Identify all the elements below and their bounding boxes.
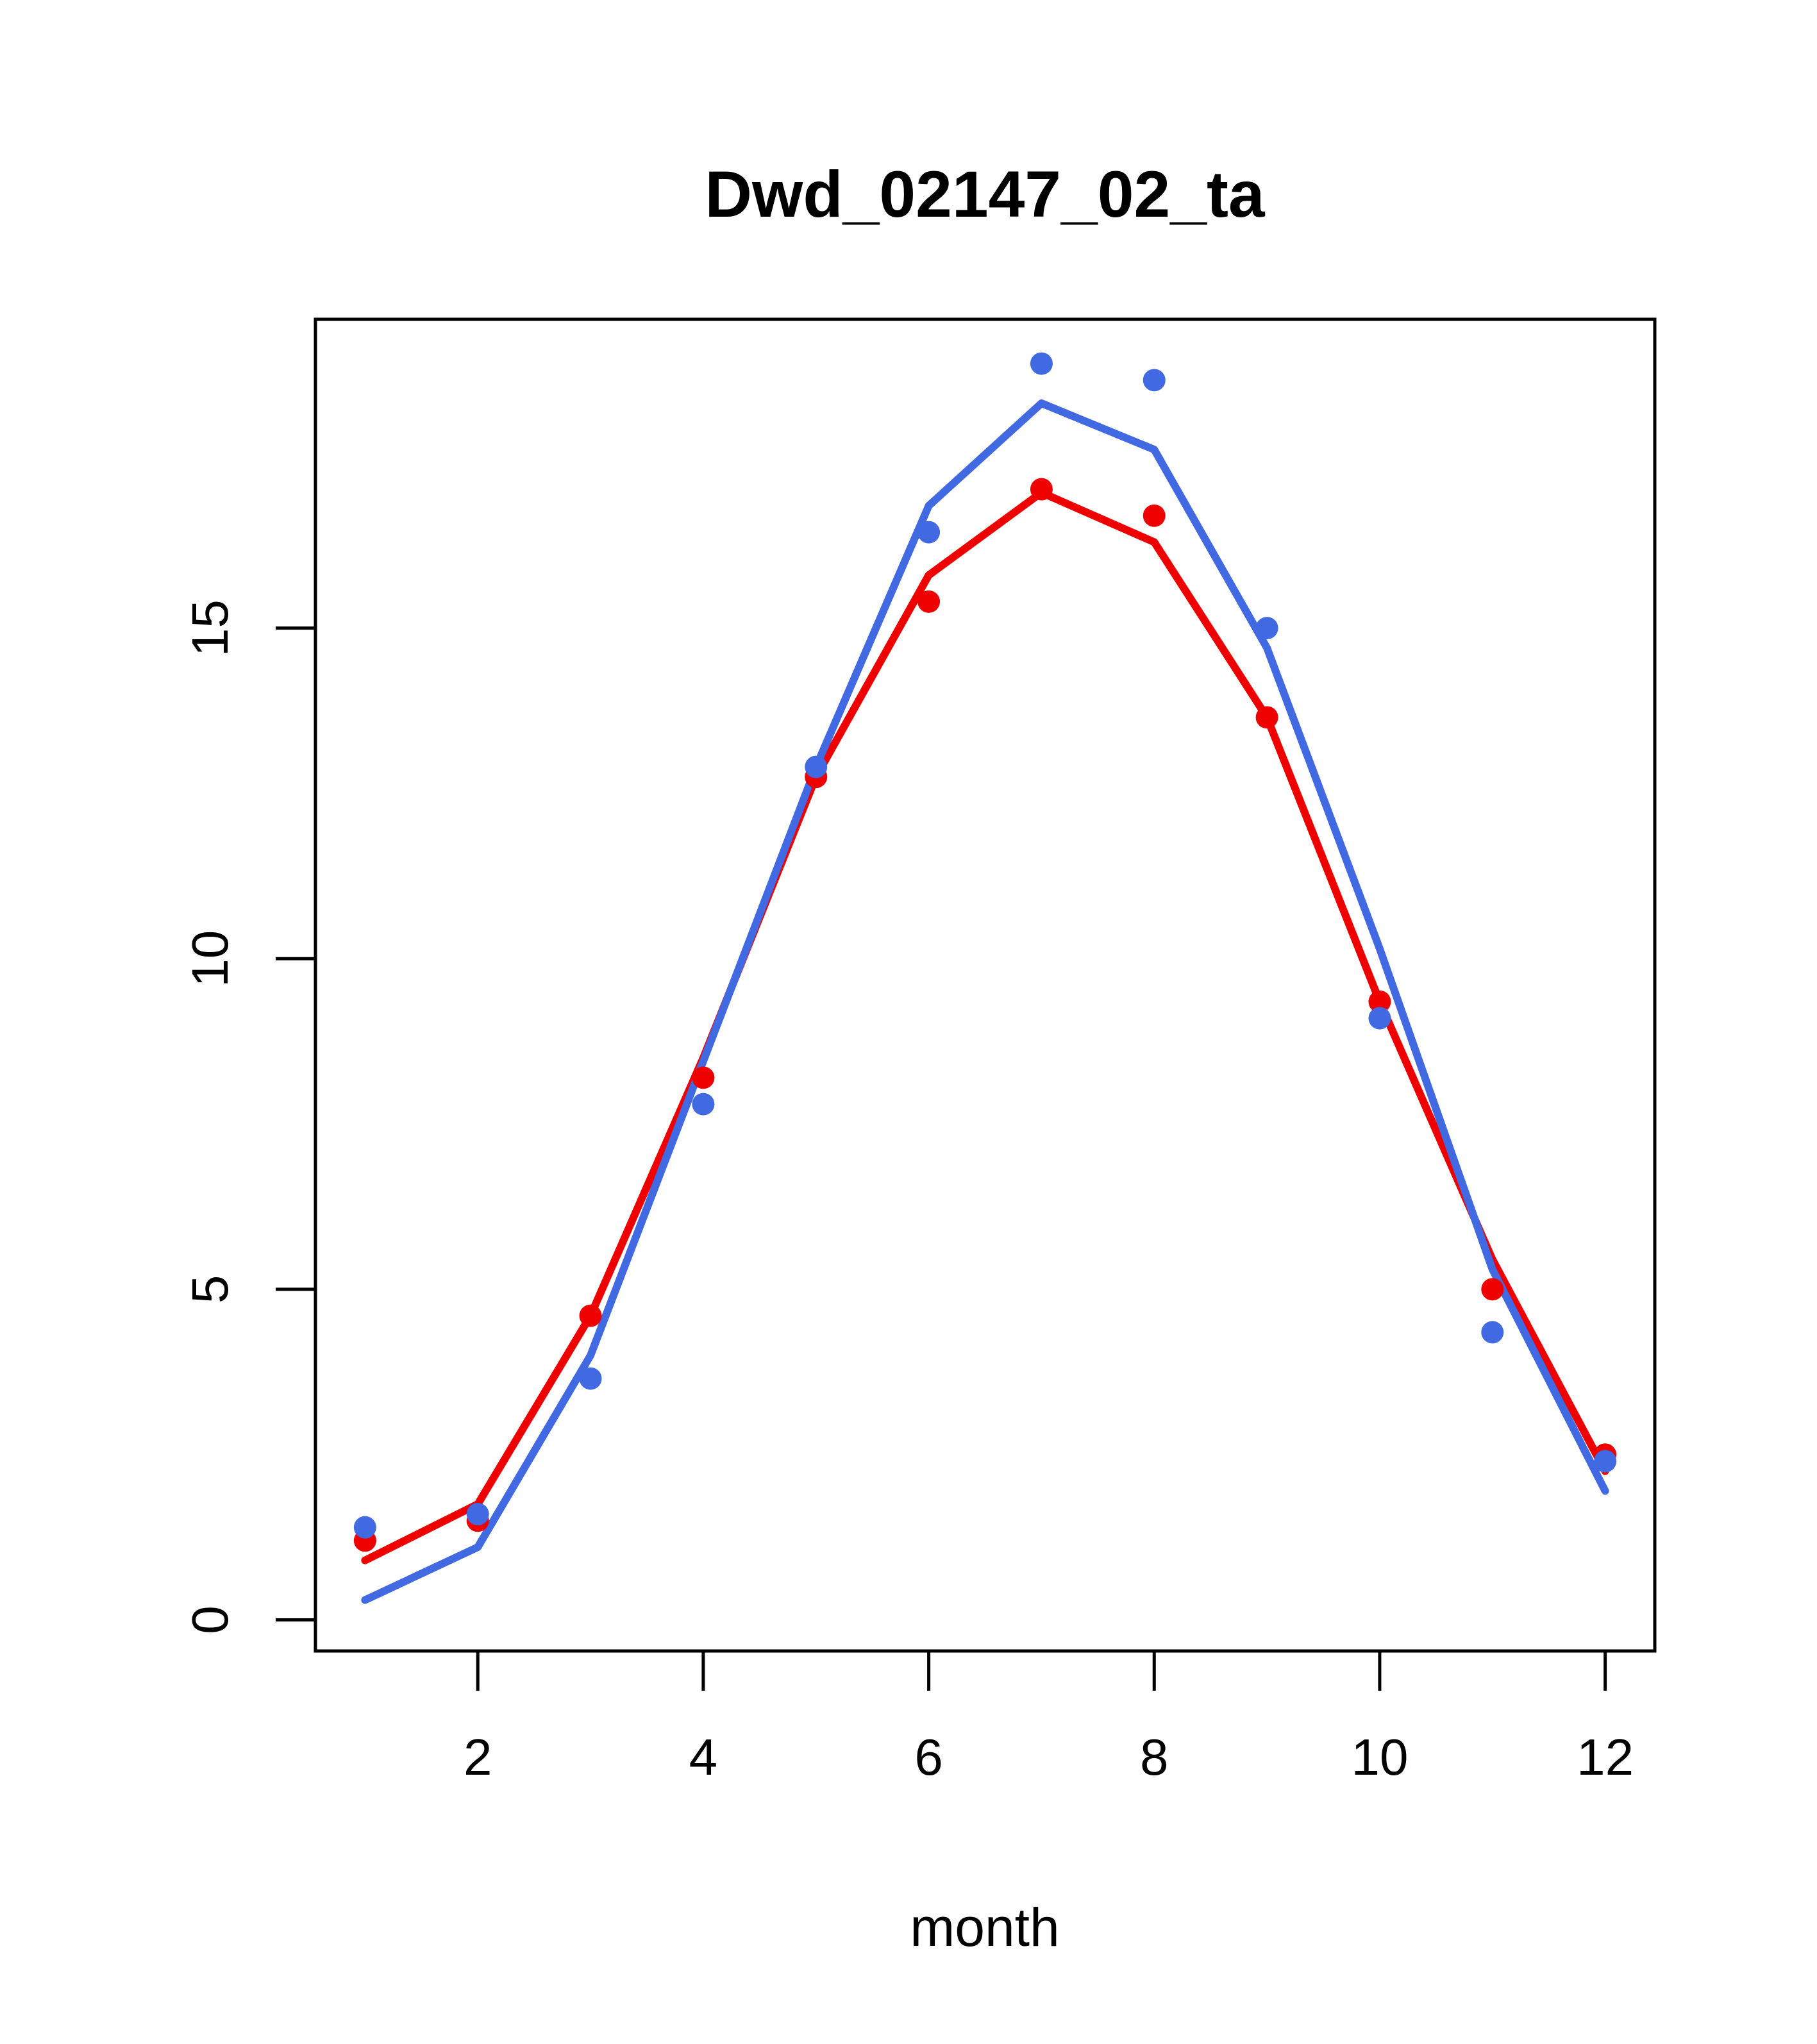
data-series-layer [353, 352, 1617, 1604]
red-point [1481, 1278, 1504, 1301]
red-point [692, 1066, 715, 1089]
x-tick-label: 4 [689, 1729, 718, 1786]
y-axis: 0 5 10 15 [181, 599, 315, 1634]
chart-title: Dwd_02147_02_ta [705, 158, 1266, 231]
blue-point [1481, 1321, 1504, 1344]
blue-point [1030, 352, 1053, 375]
x-axis: 2 4 6 8 10 12 [464, 1651, 1634, 1786]
blue-fit-line [361, 399, 1609, 1604]
red-point [1255, 706, 1278, 729]
y-tick-label: 0 [181, 1605, 239, 1634]
red-point [917, 590, 941, 613]
blue-point [1143, 369, 1166, 392]
x-axis-title: month [910, 1897, 1059, 1957]
blue-point [1594, 1450, 1617, 1473]
x-tick-label: 2 [464, 1729, 492, 1786]
blue-point [353, 1516, 376, 1539]
blue-point [692, 1093, 715, 1116]
blue-point [917, 521, 941, 544]
red-point [1030, 478, 1053, 501]
y-tick-label: 5 [181, 1275, 239, 1304]
y-tick-label: 15 [181, 599, 239, 657]
x-tick-label: 10 [1351, 1729, 1408, 1786]
red-point [1143, 504, 1166, 527]
x-tick-label: 6 [914, 1729, 943, 1786]
blue-point [1255, 617, 1278, 640]
red-point [579, 1304, 602, 1327]
x-tick-label: 8 [1140, 1729, 1169, 1786]
plot-box [314, 317, 1657, 1653]
red-point [1368, 990, 1391, 1013]
blue-point [466, 1503, 489, 1526]
blue-point [805, 755, 828, 778]
red-fit-line [361, 489, 1609, 1564]
blue-point [579, 1367, 602, 1390]
y-tick-label: 10 [181, 930, 239, 987]
blue-point [1368, 1007, 1391, 1030]
x-tick-label: 12 [1577, 1729, 1634, 1786]
